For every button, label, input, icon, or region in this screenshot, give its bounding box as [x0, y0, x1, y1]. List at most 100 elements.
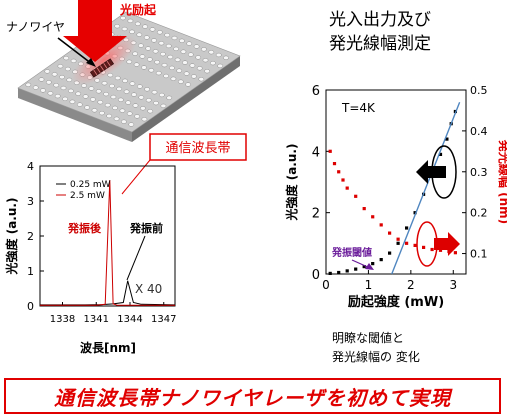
left-arrow — [416, 160, 446, 184]
before-label: 発振前 — [129, 221, 163, 235]
photonic-hole — [99, 110, 105, 116]
photonic-hole — [180, 49, 187, 54]
photonic-hole — [68, 88, 74, 94]
magnification-label: X 40 — [135, 282, 162, 296]
excitation-glow — [71, 34, 137, 86]
photonic-hole — [186, 41, 193, 46]
photonic-hole — [187, 52, 194, 57]
photonic-hole — [154, 60, 160, 65]
photonic-hole — [126, 59, 133, 64]
photonic-hole — [122, 78, 128, 83]
right-arrow — [434, 232, 460, 256]
spectrum-ytick-label: 2 — [27, 230, 34, 243]
io-xtick-label: 1 — [365, 278, 373, 292]
legend-high: 0.25 mW — [70, 180, 111, 190]
photonic-hole — [161, 62, 168, 68]
photonic-hole — [156, 30, 163, 35]
photonic-hole — [170, 76, 177, 81]
linewidth-point — [354, 194, 358, 198]
photonic-hole — [129, 81, 136, 86]
io-ytick-right-label: 0.3 — [470, 166, 488, 179]
photonic-hole — [131, 92, 137, 97]
linewidth-point — [379, 223, 383, 227]
spectrum-xlabel: 波長[nm] — [80, 340, 136, 355]
photonic-hole — [141, 65, 147, 70]
photonic-hole — [169, 65, 175, 71]
photonic-hole — [189, 63, 196, 68]
threshold-label: 発振閾値 — [331, 246, 372, 259]
photonic-hole — [114, 24, 121, 29]
photonic-hole — [129, 29, 135, 34]
photonic-hole — [114, 75, 121, 81]
photonic-hole — [208, 50, 215, 55]
photonic-hole — [217, 63, 224, 69]
photonic-hole — [84, 105, 90, 110]
photonic-hole — [57, 64, 64, 69]
photonic-hole — [62, 96, 68, 102]
photonic-hole — [185, 82, 191, 87]
device-illustration: ナノワイヤ 光励起 — [6, 0, 241, 142]
spectrum-series-high — [40, 280, 176, 306]
photonic-hole — [103, 91, 109, 97]
io-ylabel-left: 光強度 (a.u.) — [284, 144, 299, 222]
photonic-hole — [143, 35, 150, 40]
io-xtick-label: 2 — [407, 278, 415, 292]
photonic-hole — [164, 32, 171, 38]
photonic-hole — [193, 44, 200, 49]
io-ytick-left-label: 2 — [312, 207, 320, 222]
photonic-hole — [40, 88, 46, 93]
photonic-hole — [121, 26, 128, 32]
photonic-hole — [152, 49, 159, 54]
photonic-hole — [120, 15, 126, 21]
photonic-hole — [132, 51, 138, 56]
photonic-hole — [160, 51, 166, 57]
io-chart: 0 2 4 6 0.1 0.2 0.3 0.4 0.5 0 1 2 3 T=4K 発振閾値 光強度 (a… — [284, 84, 507, 310]
photonic-hole — [165, 43, 172, 49]
photonic-hole — [101, 81, 108, 86]
photonic-hole — [201, 47, 207, 52]
intensity-point — [354, 267, 358, 271]
photonic-hole — [171, 35, 178, 41]
linewidth-point — [396, 237, 400, 241]
io-xlabel: 励起強度 (mW) — [348, 294, 444, 310]
io-title-line1: 光入出力及び — [329, 10, 431, 30]
photonic-hole — [139, 54, 146, 59]
photonic-hole — [32, 85, 39, 90]
photonic-hole — [70, 58, 77, 64]
photonic-hole — [126, 111, 133, 116]
intensity-point — [345, 269, 349, 273]
photonic-hole — [128, 122, 135, 127]
linewidth-point — [332, 162, 337, 166]
photonic-hole — [75, 91, 82, 96]
photonic-hole — [136, 84, 143, 89]
threshold-fit-line — [391, 102, 461, 275]
io-note-line2: 発光線幅の 変化 — [332, 350, 420, 364]
photonic-hole — [147, 109, 154, 114]
io-ytick-right-label: 0.1 — [470, 248, 488, 261]
photonic-hole — [160, 103, 167, 109]
photonic-hole — [140, 106, 146, 111]
photonic-hole — [198, 77, 205, 82]
photonic-hole — [59, 74, 65, 80]
photonic-hole — [106, 113, 113, 119]
intensity-point — [379, 258, 383, 262]
photonic-hole — [38, 77, 45, 82]
spectrum-xtick-label: 1338 — [50, 314, 75, 325]
photonic-hole — [149, 27, 156, 32]
photonic-hole — [151, 90, 158, 95]
intensity-point — [328, 271, 332, 275]
photonic-hole — [133, 62, 140, 67]
photonic-hole — [47, 91, 54, 96]
photonic-hole — [110, 94, 117, 100]
spectrum-ytick-label: 0 — [27, 300, 34, 313]
io-ytick-left-label: 0 — [312, 268, 320, 283]
io-plot-frame — [325, 89, 467, 275]
intensity-point — [362, 265, 366, 269]
photonic-hole — [179, 38, 185, 43]
photonic-hole — [136, 32, 143, 37]
photonic-hole — [53, 83, 60, 88]
photonic-hole — [95, 89, 102, 94]
photonic-hole — [121, 119, 127, 124]
linewidth-point — [328, 149, 332, 153]
photonic-hole — [167, 54, 174, 60]
